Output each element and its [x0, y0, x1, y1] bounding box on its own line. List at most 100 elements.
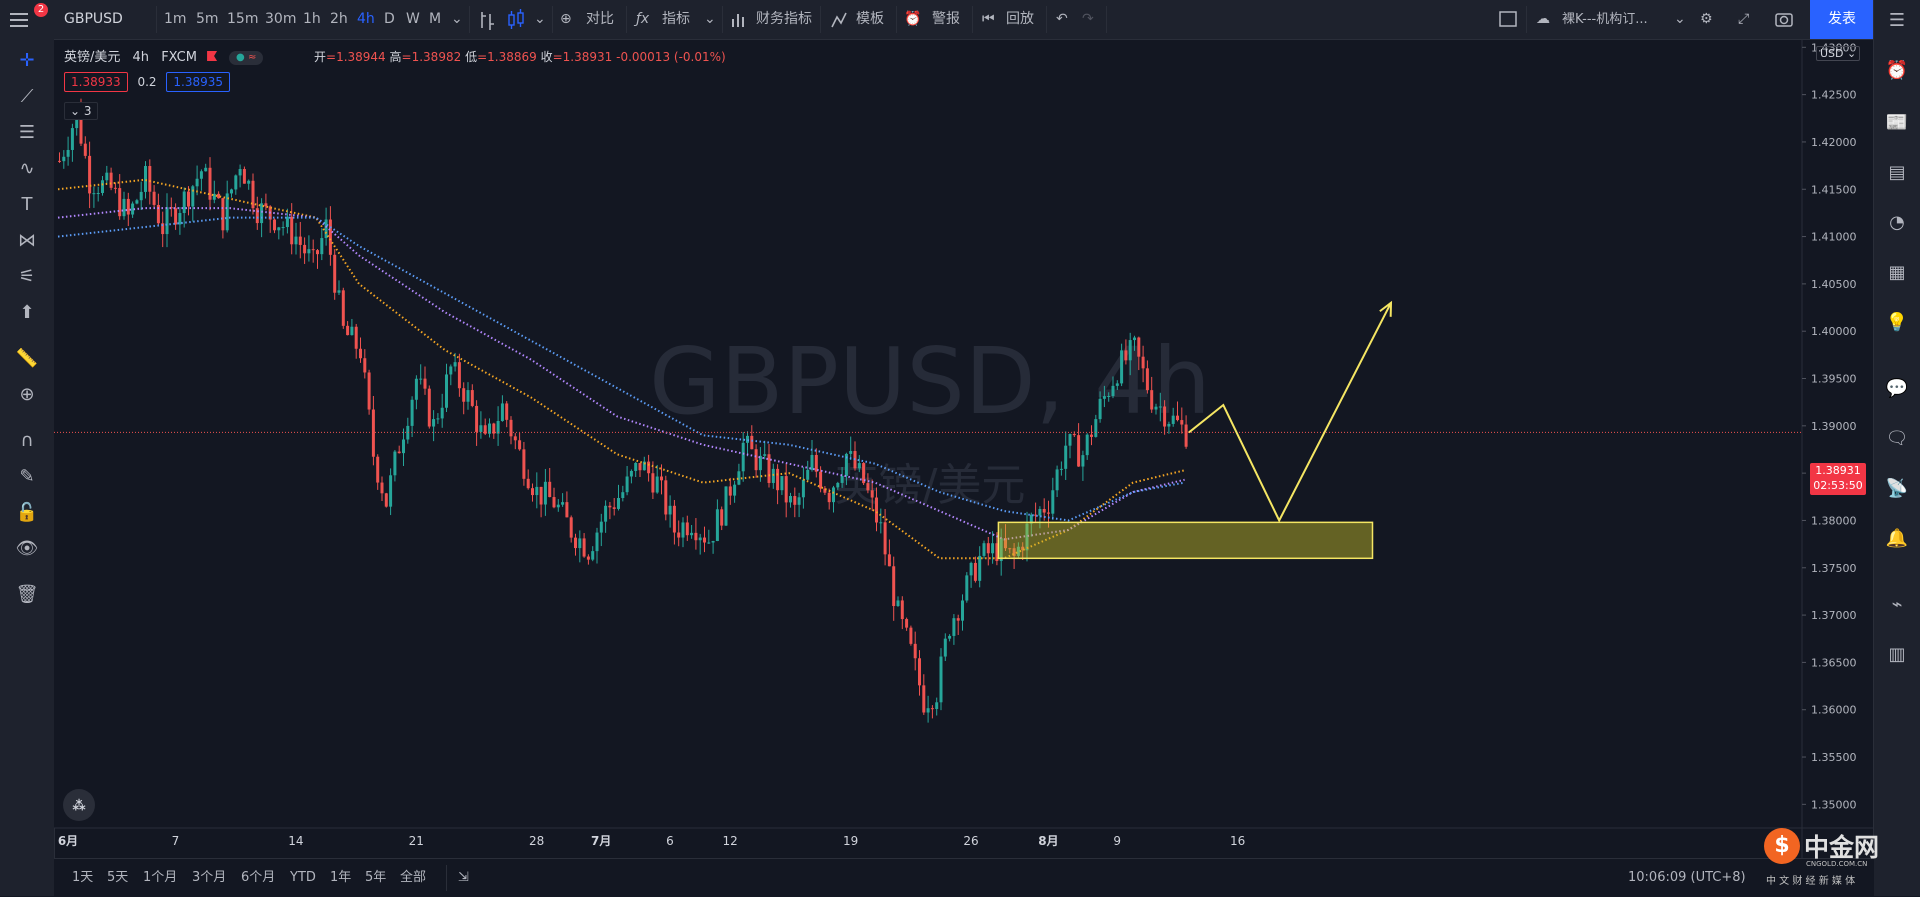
financials-icon[interactable]	[730, 0, 748, 39]
hotlist-icon[interactable]: ◔	[1889, 212, 1905, 233]
interval-w[interactable]: W	[406, 11, 420, 27]
candle-body	[238, 169, 242, 176]
interval-5m[interactable]: 5m	[196, 11, 219, 27]
financials-button[interactable]: 财务指标	[756, 11, 812, 27]
streams-icon[interactable]: 📡	[1885, 478, 1909, 499]
templates-button[interactable]: 模板	[856, 11, 884, 27]
interval-4h[interactable]: 4h	[357, 11, 375, 27]
divider	[469, 6, 470, 33]
fullscreen-toggle-icon[interactable]	[1498, 0, 1518, 39]
chat-icon[interactable]: 💬	[1885, 378, 1909, 399]
data-window-icon[interactable]: ▤	[1888, 162, 1906, 183]
watchlist-icon[interactable]: ☰	[1888, 10, 1906, 31]
interval-m[interactable]: M	[429, 11, 442, 27]
expand-icon[interactable]: ⤢	[1738, 11, 1750, 27]
candle-body	[832, 487, 835, 503]
goto-date-icon[interactable]: ⇲	[458, 870, 469, 885]
arrow-up-icon[interactable]: ⬆	[19, 302, 35, 323]
price-chart[interactable]: GBPUSD, 4h 英镑/美元 1.43000 1.42500 1.42000 1.…	[0, 0, 1874, 858]
interval-1m[interactable]: 1m	[164, 11, 187, 27]
range-3m[interactable]: 3个月	[192, 870, 227, 885]
interval-1h[interactable]: 1h	[303, 11, 321, 27]
brush-icon[interactable]: ∿	[19, 158, 35, 179]
templates-icon[interactable]	[830, 0, 848, 39]
range-5d[interactable]: 5天	[107, 870, 129, 885]
replay-icon[interactable]: ⏮	[982, 11, 995, 27]
publish-button[interactable]: 发表	[1810, 0, 1874, 39]
indicators-toggle[interactable]: ⌄ 3	[64, 102, 98, 120]
magnet-icon[interactable]: ∩	[20, 430, 34, 451]
replay-button[interactable]: 回放	[1006, 11, 1034, 27]
range-1d[interactable]: 1天	[72, 870, 94, 885]
zoom-in-icon[interactable]: ⊕	[19, 384, 35, 405]
chevron-down-icon[interactable]: ⌄	[534, 11, 546, 27]
news-icon[interactable]: 📰	[1885, 112, 1909, 133]
interval-30m[interactable]: 30m	[265, 11, 297, 27]
menu-icon[interactable]	[8, 0, 30, 39]
layout-name[interactable]: 裸K---机构订...	[1562, 12, 1648, 27]
top-toolbar: 2 GBPUSD 1m 5m 15m 30m 1h 2h 4h D W M ⌄ …	[0, 0, 1920, 40]
prediction-icon[interactable]: ⚟	[18, 266, 36, 287]
dom-icon[interactable]: ▥	[1888, 644, 1906, 665]
interval-15m[interactable]: 15m	[227, 11, 259, 27]
calendar-icon[interactable]: ▦	[1888, 262, 1906, 283]
eye-icon[interactable]: 👁	[15, 538, 39, 559]
indicators-icon[interactable]: ƒx	[636, 11, 650, 27]
interval-2h[interactable]: 2h	[330, 11, 348, 27]
chat-rooms-icon[interactable]: 🗨	[1885, 428, 1909, 449]
chevron-down-icon[interactable]: ⌄	[704, 11, 716, 27]
candle-body	[909, 627, 913, 644]
trash-icon[interactable]: 🗑	[15, 584, 39, 605]
cloud-icon[interactable]: ☁	[1536, 11, 1550, 27]
undo-icon[interactable]: ↶	[1056, 11, 1068, 27]
bar-style-icon[interactable]	[478, 0, 498, 39]
candle-body	[827, 492, 831, 503]
trend-line-icon[interactable]: ⟋	[20, 86, 34, 107]
trading-panel-icon[interactable]: ⌁	[1891, 594, 1903, 615]
market-status-icon: ● ≈	[229, 50, 264, 65]
chevron-down-icon[interactable]: ⌄	[1674, 11, 1686, 27]
candle-body	[341, 290, 345, 326]
range-ytd[interactable]: YTD	[290, 870, 316, 885]
candle-body	[182, 191, 186, 214]
compare-icon[interactable]: ⊕	[560, 11, 572, 27]
alarm-clock-icon[interactable]: ⏰	[1885, 60, 1909, 81]
range-1y[interactable]: 1年	[330, 870, 352, 885]
alerts-button[interactable]: 警报	[932, 11, 960, 27]
ohlc-values: 开=1.38944 高=1.38982 低=1.38869 收=1.38931 …	[314, 48, 726, 65]
compare-button[interactable]: 对比	[586, 11, 614, 27]
ruler-icon[interactable]: 📏	[15, 348, 39, 369]
notifications-icon[interactable]: 🔔	[1885, 528, 1909, 549]
pencil-lock-icon[interactable]: ✎	[19, 466, 35, 487]
ideas-icon[interactable]: 💡	[1885, 312, 1909, 333]
horizontal-lines-icon[interactable]: ☰	[18, 122, 36, 143]
gear-icon[interactable]: ⚙	[1700, 11, 1713, 27]
indicators-button[interactable]: 指标	[662, 11, 690, 27]
candle-body	[535, 486, 539, 496]
crosshair-icon[interactable]: ✛	[19, 50, 35, 71]
candle-body	[866, 483, 870, 491]
candle-style-icon[interactable]	[506, 0, 526, 39]
candle-body	[810, 454, 814, 470]
currency-selector[interactable]: USD ⌄	[1816, 46, 1861, 61]
range-5y[interactable]: 5年	[365, 870, 387, 885]
range-6m[interactable]: 6个月	[241, 870, 276, 885]
chevron-down-icon[interactable]: ⌄	[451, 11, 463, 27]
candle-body	[918, 658, 921, 686]
interval-d[interactable]: D	[384, 11, 395, 27]
candle-body	[397, 451, 401, 454]
text-icon[interactable]: T	[21, 194, 33, 215]
range-all[interactable]: 全部	[400, 870, 427, 885]
range-1m[interactable]: 1个月	[143, 870, 178, 885]
buy-button[interactable]: 1.38935	[166, 72, 230, 92]
symbol-search[interactable]: GBPUSD	[64, 11, 123, 27]
clock-time[interactable]: 10:06:09 (UTC+8)	[1628, 870, 1746, 885]
flag-icon[interactable]	[207, 51, 218, 61]
pattern-icon[interactable]: ⋈	[18, 230, 36, 251]
sell-button[interactable]: 1.38933	[64, 72, 128, 92]
alarm-clock-icon[interactable]: ⏰	[904, 11, 922, 27]
lock-icon[interactable]: 🔓	[15, 502, 39, 523]
candle-body	[956, 618, 960, 621]
camera-icon[interactable]	[1774, 0, 1794, 39]
redo-icon[interactable]: ↷	[1082, 11, 1094, 27]
